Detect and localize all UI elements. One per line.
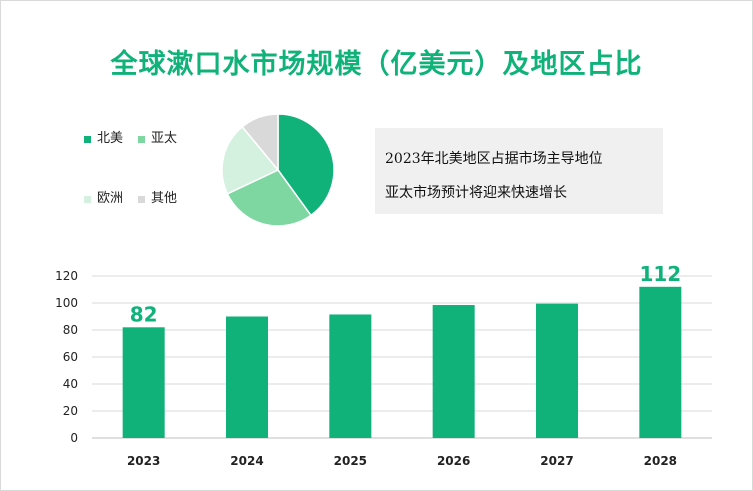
pie-chart (221, 113, 335, 227)
legend-item-north-america: 北美 (84, 132, 123, 146)
pie-slice-1 (277, 113, 335, 217)
x-tick-label: 2025 (334, 454, 367, 468)
y-tick-label: 0 (70, 431, 78, 445)
bar-chart: 0 20 40 60 80 100 120 2023 82 2024 2025 2026 2027 202… (55, 262, 712, 468)
bar-2028 (639, 286, 682, 438)
legend-swatch-asia-pacific (138, 135, 145, 143)
bar-2023 (122, 327, 165, 438)
y-tick-label: 80 (63, 323, 78, 337)
x-tick-label: 2023 (127, 454, 160, 468)
pie-slice-2 (226, 169, 312, 227)
y-tick-label: 40 (63, 377, 78, 391)
y-tick-label: 120 (55, 269, 78, 283)
legend-label-other: 其他 (151, 191, 178, 206)
y-tick-label: 20 (63, 404, 78, 418)
bar-2026 (432, 305, 475, 438)
bar-2024 (226, 316, 268, 438)
x-tick-label: 2024 (230, 454, 263, 468)
x-tick-label: 2027 (540, 454, 573, 468)
legend-label-europe: 欧洲 (97, 191, 124, 206)
chart-title: 全球漱口水市场规模（亿美元）及地区占比 (110, 49, 643, 80)
bar-2025 (329, 314, 372, 438)
legend-item-europe: 欧洲 (84, 192, 123, 206)
y-tick-label: 100 (55, 296, 78, 310)
legend-swatch-north-america (84, 135, 91, 143)
x-tick-label: 2026 (437, 454, 470, 468)
data-label-2028: 112 (639, 262, 681, 286)
legend-label-asia-pacific: 亚太 (151, 131, 178, 146)
y-tick-label: 60 (63, 350, 78, 364)
bar-2027 (536, 303, 578, 438)
pie-slice-4 (241, 113, 279, 173)
x-tick-label: 2028 (644, 454, 677, 468)
legend-swatch-other (138, 195, 145, 203)
note-box: 2023年北美地区占据市场主导地位 亚太市场预计将迎来快速增长 (375, 128, 663, 214)
note-line-1: 2023年北美地区占据市场主导地位 (385, 151, 603, 167)
pie-slice-3 (221, 125, 280, 195)
legend-item-other: 其他 (138, 192, 177, 206)
note-line-2: 亚太市场预计将迎来快速增长 (385, 185, 567, 201)
legend-item-asia-pacific: 亚太 (138, 132, 177, 146)
legend-label-north-america: 北美 (97, 131, 124, 146)
legend-swatch-europe (84, 195, 91, 203)
data-label-2023: 82 (130, 302, 158, 326)
